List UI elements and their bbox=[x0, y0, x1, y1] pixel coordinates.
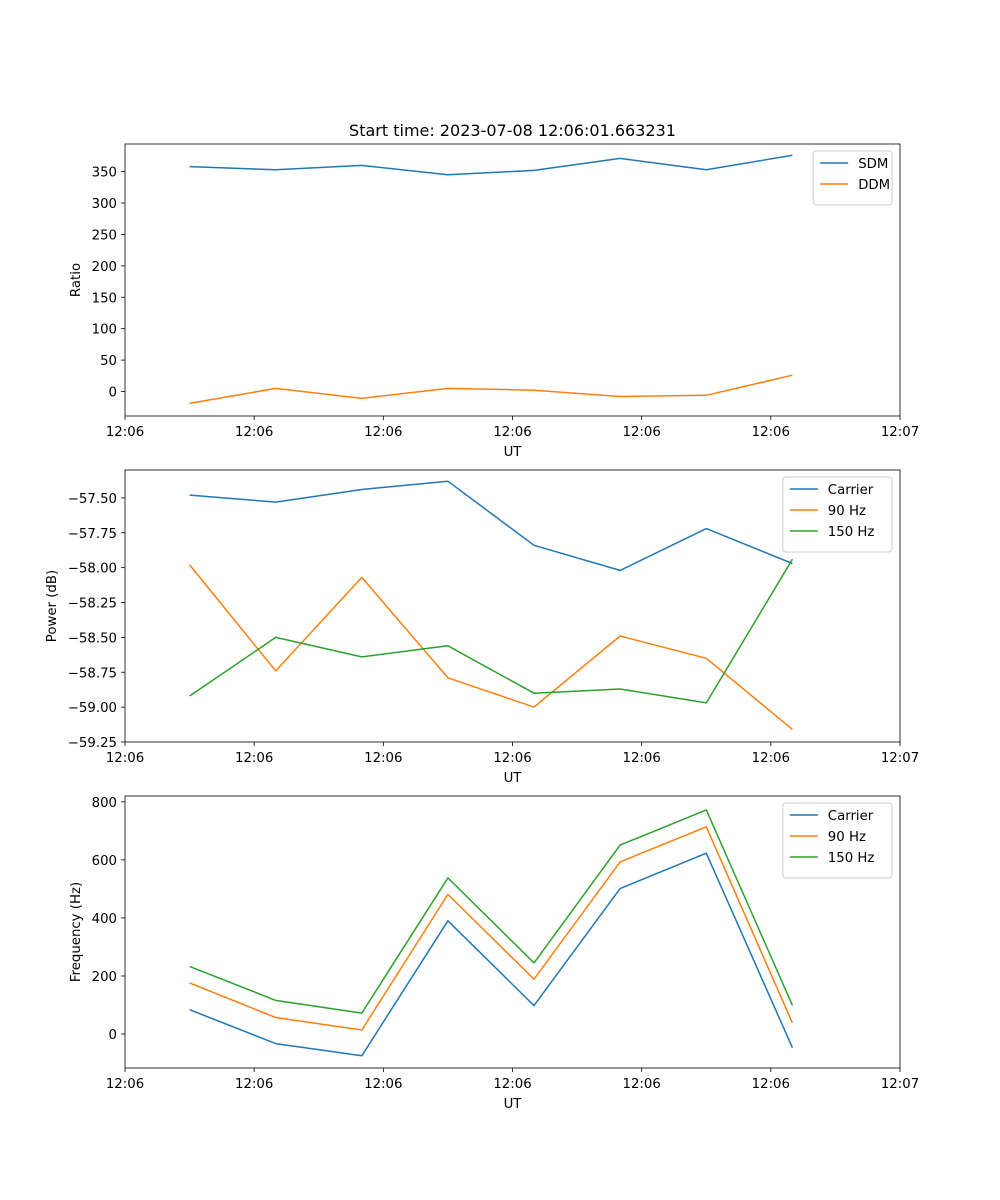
x-tick-label: 12:06 bbox=[364, 425, 402, 440]
legend-entry-label: 90 Hz bbox=[828, 830, 866, 845]
y-tick-label: 250 bbox=[92, 228, 117, 243]
x-tick-label: 12:06 bbox=[235, 751, 273, 766]
x-tick-label: 12:06 bbox=[623, 425, 661, 440]
x-tick-label: 12:06 bbox=[493, 425, 531, 440]
y-tick-label: −59.00 bbox=[68, 701, 117, 716]
y-axis-label: Power (dB) bbox=[45, 570, 60, 642]
x-tick-label: 12:06 bbox=[623, 751, 661, 766]
x-tick-label: 12:06 bbox=[364, 1077, 402, 1092]
y-tick-label: 0 bbox=[109, 386, 117, 401]
panel-2: 12:06 12:06 12:06 12:06 12:06 12:06 12:07 −59.2… bbox=[45, 469, 919, 786]
x-tick-label: 12:06 bbox=[106, 425, 144, 440]
legend: Carrier 90 Hz 150 Hz bbox=[782, 476, 893, 553]
x-tick-label: 12:06 bbox=[364, 751, 402, 766]
y-tick-label: 400 bbox=[92, 912, 117, 927]
series-line-90-hz bbox=[189, 826, 794, 1031]
x-tick-label: 12:07 bbox=[881, 1077, 919, 1092]
series-line-ddm bbox=[189, 374, 793, 405]
y-tick-label: −58.00 bbox=[68, 562, 117, 577]
x-tick-label: 12:06 bbox=[493, 751, 531, 766]
y-tick-label: 0 bbox=[109, 1028, 117, 1043]
series-line-150-hz bbox=[189, 558, 794, 704]
x-tick-label: 12:06 bbox=[752, 751, 790, 766]
y-axis-label: Ratio bbox=[69, 263, 84, 297]
x-tick-label: 12:06 bbox=[106, 751, 144, 766]
legend-entry-label: Carrier bbox=[828, 809, 874, 824]
y-tick-label: 800 bbox=[92, 796, 117, 811]
y-tick-label: −59.25 bbox=[68, 736, 117, 751]
legend-entry-label: DDM bbox=[858, 178, 890, 193]
legend-entry-label: 150 Hz bbox=[828, 851, 875, 866]
x-axis-label: UT bbox=[504, 1097, 523, 1112]
x-axis-label: UT bbox=[504, 771, 523, 786]
x-tick-label: 12:06 bbox=[235, 1077, 273, 1092]
panel-3: 12:06 12:06 12:06 12:06 12:06 12:06 12:07 0 200 4… bbox=[69, 795, 919, 1112]
legend: Carrier 90 Hz 150 Hz bbox=[782, 802, 893, 879]
x-tick-label: 12:06 bbox=[106, 1077, 144, 1092]
series-line-sdm bbox=[189, 154, 793, 176]
y-tick-label: −58.75 bbox=[68, 666, 117, 681]
x-tick-label: 12:06 bbox=[493, 1077, 531, 1092]
y-tick-label: 150 bbox=[92, 291, 117, 306]
series-line-carrier bbox=[189, 852, 794, 1057]
x-tick-label: 12:06 bbox=[235, 425, 273, 440]
legend: SDM DDM bbox=[812, 150, 893, 206]
y-tick-label: −57.50 bbox=[68, 492, 117, 507]
x-tick-label: 12:07 bbox=[881, 751, 919, 766]
y-tick-label: 200 bbox=[92, 260, 117, 275]
legend-box bbox=[782, 802, 893, 879]
figure-title: Start time: 2023-07-08 12:06:01.663231 bbox=[349, 121, 676, 140]
x-tick-label: 12:07 bbox=[881, 425, 919, 440]
x-tick-label: 12:06 bbox=[752, 425, 790, 440]
y-tick-label: 100 bbox=[92, 323, 117, 338]
y-tick-label: 200 bbox=[92, 970, 117, 985]
y-tick-label: 50 bbox=[100, 354, 117, 369]
legend-entry-label: 90 Hz bbox=[828, 504, 866, 519]
y-tick-label: −58.25 bbox=[68, 597, 117, 612]
y-tick-label: −58.50 bbox=[68, 631, 117, 646]
legend-entry-label: 150 Hz bbox=[828, 525, 875, 540]
y-tick-label: 300 bbox=[92, 197, 117, 212]
legend-entry-label: Carrier bbox=[828, 483, 874, 498]
y-tick-label: 600 bbox=[92, 854, 117, 869]
axes-frame bbox=[124, 143, 901, 417]
series-line-90-hz bbox=[189, 564, 793, 730]
series-line-150-hz bbox=[189, 809, 794, 1014]
panel-1: 12:06 12:06 12:06 12:06 12:06 12:06 12:07 0 50 10… bbox=[69, 143, 919, 460]
series-line-carrier bbox=[189, 480, 793, 572]
y-tick-label: 350 bbox=[92, 166, 117, 181]
legend-entry-label: SDM bbox=[858, 157, 888, 172]
x-tick-label: 12:06 bbox=[623, 1077, 661, 1092]
legend-box bbox=[782, 476, 893, 553]
x-tick-label: 12:06 bbox=[752, 1077, 790, 1092]
x-axis-label: UT bbox=[504, 445, 523, 460]
y-tick-label: −57.75 bbox=[68, 527, 117, 542]
y-axis-label: Frequency (Hz) bbox=[69, 882, 84, 982]
legend-box bbox=[812, 150, 893, 206]
